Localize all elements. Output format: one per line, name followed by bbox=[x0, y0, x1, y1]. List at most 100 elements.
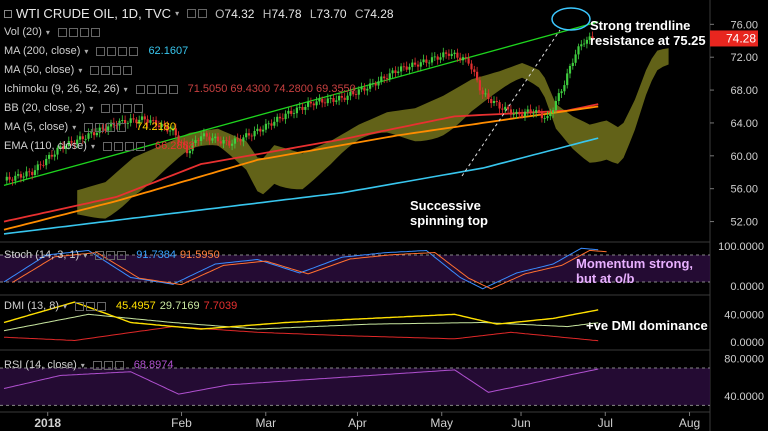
candle-body bbox=[166, 126, 169, 132]
rsi-band bbox=[0, 368, 710, 406]
candle-body bbox=[529, 109, 532, 113]
candle-body bbox=[301, 107, 304, 110]
indicator-label[interactable]: MA (5, close) bbox=[4, 121, 69, 133]
ma50-line bbox=[3, 105, 599, 231]
candle-body bbox=[194, 140, 197, 143]
hide-icon[interactable] bbox=[113, 141, 123, 151]
chevron-down-icon[interactable]: ▾ bbox=[83, 250, 88, 260]
settings-icon[interactable] bbox=[84, 122, 94, 132]
chevron-down-icon[interactable]: ▾ bbox=[84, 46, 89, 56]
hide-icon[interactable] bbox=[103, 360, 113, 370]
close-icon[interactable] bbox=[112, 65, 122, 75]
candle-body bbox=[239, 139, 242, 142]
hide-icon[interactable] bbox=[112, 103, 122, 113]
more-icon[interactable] bbox=[123, 65, 133, 75]
indicator-label[interactable]: BB (20, close, 2) bbox=[4, 102, 86, 114]
chevron-down-icon[interactable]: ▾ bbox=[123, 84, 128, 94]
candle-body bbox=[124, 120, 127, 124]
more-icon[interactable] bbox=[134, 103, 144, 113]
hide-icon[interactable] bbox=[107, 46, 117, 56]
settings-icon[interactable] bbox=[92, 360, 102, 370]
settings-icon[interactable] bbox=[135, 84, 145, 94]
close-icon[interactable] bbox=[79, 27, 89, 37]
indicator-buttons bbox=[57, 27, 100, 37]
candle-body bbox=[208, 136, 211, 141]
more-icon[interactable] bbox=[90, 27, 100, 37]
settings-icon[interactable] bbox=[95, 250, 105, 260]
more-icon[interactable] bbox=[135, 141, 145, 151]
candle-body bbox=[450, 53, 453, 56]
hide-icon[interactable] bbox=[95, 122, 105, 132]
candle-body bbox=[343, 97, 346, 100]
hide-icon[interactable] bbox=[146, 84, 156, 94]
indicator-label[interactable]: Vol (20) bbox=[4, 26, 42, 38]
candle-body bbox=[228, 140, 231, 146]
indicator-label[interactable]: EMA (110, close) bbox=[4, 140, 87, 152]
indicator-label[interactable]: Ichimoku (9, 26, 52, 26) bbox=[4, 83, 120, 95]
settings-icon[interactable] bbox=[90, 65, 100, 75]
chart-title[interactable]: WTI CRUDE OIL, 1D, TVC bbox=[16, 6, 172, 21]
stoch-label[interactable]: Stoch (14, 3, 1) bbox=[4, 249, 80, 261]
candle-body bbox=[259, 128, 262, 132]
settings-icon[interactable] bbox=[187, 9, 197, 18]
close-icon[interactable] bbox=[106, 122, 116, 132]
momentum-annotation: Momentum strong, but at o/b bbox=[576, 256, 693, 286]
chevron-down-icon[interactable]: ▾ bbox=[72, 122, 77, 132]
candle-body bbox=[48, 154, 51, 159]
close-icon[interactable] bbox=[97, 301, 107, 311]
price-badge-label: 74.28 bbox=[726, 31, 756, 45]
candle-body bbox=[149, 120, 152, 123]
candle-body bbox=[385, 78, 389, 79]
settings-icon[interactable] bbox=[75, 301, 85, 311]
chevron-down-icon[interactable]: ▾ bbox=[78, 65, 83, 75]
close-icon[interactable] bbox=[124, 141, 134, 151]
close-icon[interactable] bbox=[123, 103, 133, 113]
settings-icon[interactable] bbox=[101, 103, 111, 113]
close-icon[interactable] bbox=[114, 360, 124, 370]
chevron-down-icon[interactable]: ▾ bbox=[90, 141, 95, 151]
chevron-down-icon[interactable]: ▾ bbox=[175, 9, 180, 18]
indicator-label[interactable]: MA (200, close) bbox=[4, 45, 81, 57]
candle-body bbox=[464, 57, 467, 58]
candle-body bbox=[591, 36, 594, 40]
candle-body bbox=[433, 56, 436, 58]
candle-body bbox=[109, 122, 113, 127]
rsi-label[interactable]: RSI (14, close) bbox=[4, 359, 77, 371]
settings-icon[interactable] bbox=[102, 141, 112, 151]
candle-body bbox=[307, 102, 310, 107]
hide-icon[interactable] bbox=[68, 27, 78, 37]
stoch-legend: Stoch (14, 3, 1) ▾ 91.7384 91.5950 bbox=[4, 249, 220, 261]
settings-icon[interactable] bbox=[96, 46, 106, 56]
candle-body bbox=[340, 96, 343, 98]
candle-body bbox=[323, 102, 327, 104]
candle-body bbox=[93, 132, 96, 136]
chevron-down-icon[interactable]: ▾ bbox=[63, 301, 68, 311]
indicator-label[interactable]: MA (50, close) bbox=[4, 64, 75, 76]
indicator-legend-row: Vol (20) ▾ bbox=[4, 26, 100, 38]
settings-icon[interactable] bbox=[57, 27, 67, 37]
hide-icon[interactable] bbox=[106, 250, 116, 260]
chevron-down-icon[interactable]: ▾ bbox=[45, 27, 50, 37]
close-icon[interactable] bbox=[118, 46, 128, 56]
close-icon[interactable] bbox=[157, 84, 167, 94]
candle-body bbox=[59, 146, 62, 148]
more-icon[interactable] bbox=[168, 84, 178, 94]
hide-icon[interactable] bbox=[198, 9, 208, 18]
hide-icon[interactable] bbox=[86, 301, 96, 311]
hide-icon[interactable] bbox=[101, 65, 111, 75]
close-icon[interactable] bbox=[117, 250, 127, 260]
candle-body bbox=[445, 52, 448, 54]
candle-body bbox=[383, 76, 386, 79]
candle-body bbox=[185, 145, 189, 154]
candle-body bbox=[104, 128, 107, 131]
more-icon[interactable] bbox=[129, 46, 139, 56]
symbol-icon bbox=[4, 9, 12, 18]
indicator-legend-row: Ichimoku (9, 26, 52, 26) ▾ 71.5050 69.4300… bbox=[4, 83, 356, 95]
more-icon[interactable] bbox=[117, 122, 127, 132]
candle-body bbox=[371, 83, 374, 85]
dmi-label[interactable]: DMI (13, 8) bbox=[4, 300, 60, 312]
chevron-down-icon[interactable]: ▾ bbox=[80, 360, 85, 370]
chevron-down-icon[interactable]: ▾ bbox=[89, 103, 94, 113]
dmi-tick-label: 40.0000 bbox=[724, 309, 764, 321]
x-tick-label: Mar bbox=[255, 416, 276, 430]
